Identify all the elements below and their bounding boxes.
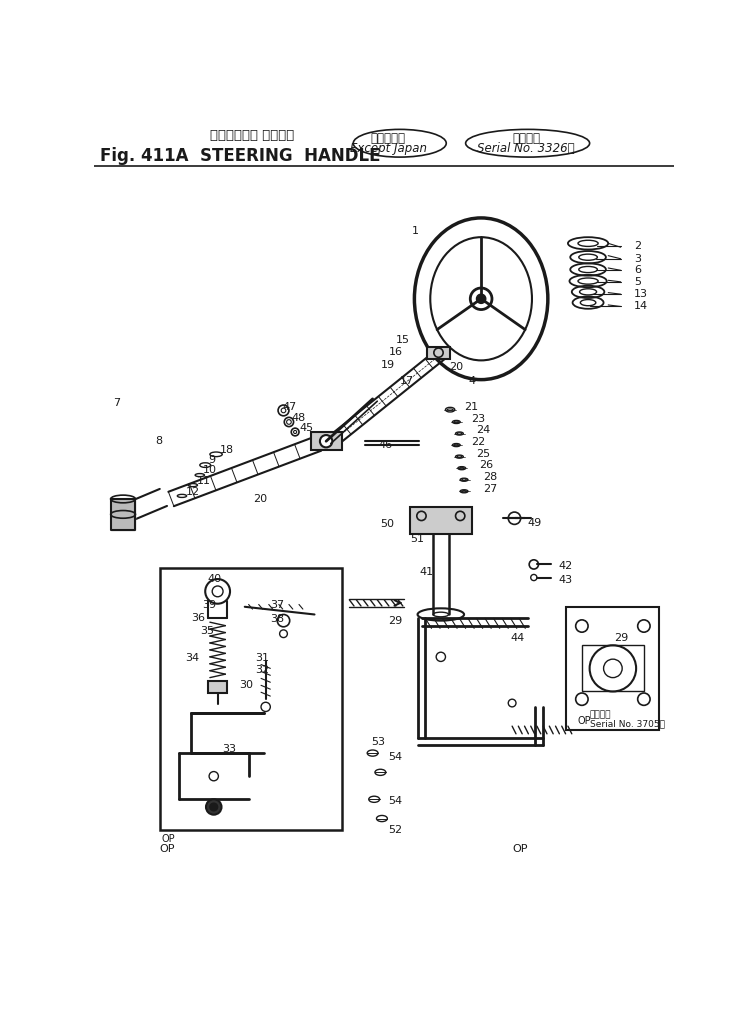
Text: 11: 11 — [197, 477, 210, 487]
Text: 27: 27 — [482, 484, 497, 494]
Text: 49: 49 — [527, 518, 542, 528]
Text: 9: 9 — [208, 455, 216, 465]
Text: Except Japan: Except Japan — [350, 142, 427, 155]
Text: 2: 2 — [634, 241, 641, 251]
Bar — [311, 432, 342, 450]
Text: 29: 29 — [614, 633, 628, 643]
Circle shape — [320, 435, 333, 447]
Text: 40: 40 — [207, 574, 222, 584]
Text: 14: 14 — [634, 301, 648, 311]
Bar — [582, 645, 644, 692]
Text: 13: 13 — [634, 289, 648, 299]
Text: 1: 1 — [412, 226, 419, 236]
Text: 25: 25 — [476, 448, 491, 458]
Text: OP: OP — [160, 844, 175, 854]
Bar — [160, 568, 342, 830]
Text: Serial No. 3326～: Serial No. 3326～ — [477, 142, 575, 155]
Text: 48: 48 — [291, 413, 306, 423]
Text: 6: 6 — [634, 266, 641, 275]
Text: 20: 20 — [449, 362, 464, 372]
Text: 47: 47 — [282, 403, 297, 413]
Text: 31: 31 — [255, 653, 269, 662]
Circle shape — [210, 803, 218, 811]
Text: 39: 39 — [202, 600, 216, 610]
Text: 20: 20 — [253, 494, 267, 504]
Text: OP: OP — [512, 844, 527, 854]
Text: 19: 19 — [380, 360, 395, 370]
Text: 10: 10 — [203, 465, 217, 476]
Text: 12: 12 — [186, 487, 200, 497]
Text: 4: 4 — [468, 376, 475, 386]
Text: Fig. 411A  STEERING  HANDLE: Fig. 411A STEERING HANDLE — [100, 147, 380, 165]
Text: 適用号機: 適用号機 — [589, 710, 611, 719]
Bar — [427, 347, 450, 359]
Text: 50: 50 — [380, 519, 395, 529]
Text: 54: 54 — [388, 796, 402, 806]
Text: 18: 18 — [220, 445, 234, 454]
Text: 36: 36 — [191, 613, 205, 624]
Text: 43: 43 — [559, 575, 573, 585]
Text: 46: 46 — [378, 440, 392, 450]
Text: Serial No. 3705～: Serial No. 3705～ — [589, 719, 664, 728]
Circle shape — [206, 799, 222, 814]
Circle shape — [476, 294, 486, 303]
Text: 16: 16 — [389, 347, 403, 357]
Text: 45: 45 — [300, 423, 314, 433]
Bar — [410, 507, 472, 533]
Text: 44: 44 — [511, 633, 525, 643]
Text: 42: 42 — [559, 561, 573, 571]
Text: 54: 54 — [388, 752, 402, 762]
Text: 15: 15 — [396, 335, 410, 345]
Text: 適用号機: 適用号機 — [512, 132, 540, 145]
Text: 26: 26 — [479, 460, 494, 470]
Text: ステアリング ハンドル: ステアリング ハンドル — [210, 129, 294, 142]
Text: 38: 38 — [270, 614, 285, 624]
Text: 34: 34 — [185, 653, 199, 662]
Text: 32: 32 — [255, 665, 269, 675]
Bar — [208, 680, 227, 693]
Text: 22: 22 — [471, 437, 485, 447]
Text: 8: 8 — [156, 436, 163, 446]
Text: 3: 3 — [634, 254, 641, 264]
Text: 7: 7 — [113, 397, 120, 408]
Text: 23: 23 — [471, 414, 485, 424]
Text: 28: 28 — [482, 473, 497, 483]
Text: 41: 41 — [420, 567, 434, 577]
Text: 33: 33 — [222, 744, 236, 754]
Text: 53: 53 — [371, 736, 385, 746]
Text: 29: 29 — [388, 615, 402, 626]
Bar — [566, 606, 659, 730]
Text: 35: 35 — [201, 626, 214, 636]
Text: 海　外　向: 海 外 向 — [371, 132, 406, 145]
Text: 17: 17 — [400, 376, 414, 386]
Text: 51: 51 — [410, 534, 424, 545]
Polygon shape — [111, 499, 136, 529]
Text: 30: 30 — [240, 680, 253, 691]
Text: 37: 37 — [270, 600, 285, 610]
Text: 21: 21 — [464, 402, 478, 412]
Text: 24: 24 — [476, 426, 491, 435]
Text: 5: 5 — [634, 277, 641, 287]
Text: OP: OP — [161, 835, 175, 845]
Text: 52: 52 — [388, 825, 402, 836]
Text: OP: OP — [578, 716, 592, 726]
